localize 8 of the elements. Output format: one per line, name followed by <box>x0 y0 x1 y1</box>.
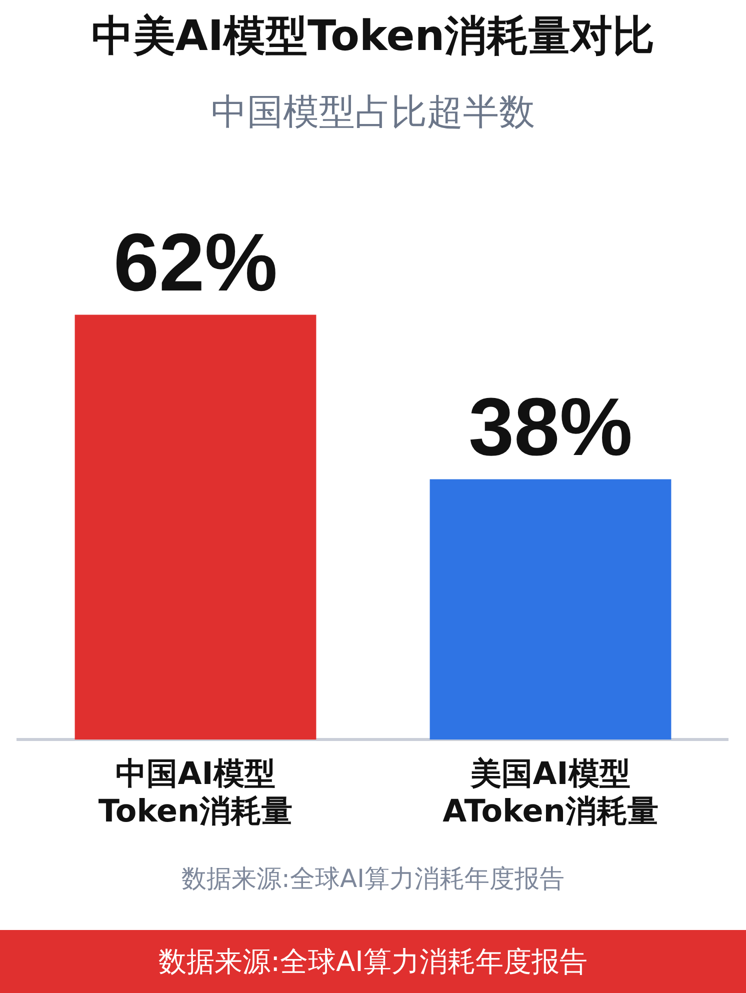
source-note: 数据来源:全球AI算力消耗年度报告 <box>180 863 566 895</box>
data-label: 38% <box>468 382 633 473</box>
chart-title: 中美AI模型Token消耗量对比 <box>90 10 656 62</box>
data-label: 62% <box>113 217 278 308</box>
chart-subtitle: 中国模型占比超半数 <box>210 91 536 135</box>
source-note: 数据来源:全球AI算力消耗年度报告 <box>0 930 746 993</box>
x-tick-label: 美国AI模型 AToken消耗量 <box>442 756 658 830</box>
x-tick-label: 中国AI模型 Token消耗量 <box>98 756 293 830</box>
